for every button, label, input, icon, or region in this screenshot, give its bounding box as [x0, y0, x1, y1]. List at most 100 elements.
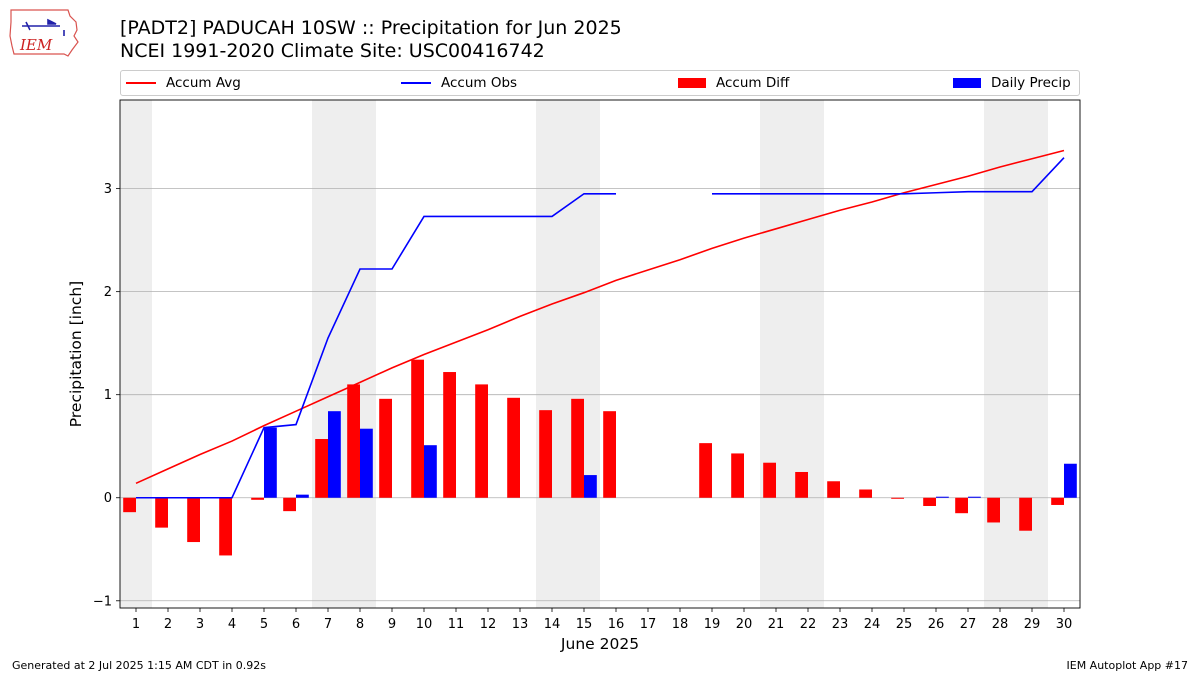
- legend-item-accum-avg: Accum Avg: [126, 74, 241, 92]
- y-tick-label: −1: [93, 594, 112, 609]
- x-tick-label: 19: [704, 617, 721, 632]
- accum-diff-bar: [827, 481, 840, 498]
- x-tick-label: 9: [388, 617, 396, 632]
- x-tick-label: 22: [800, 617, 817, 632]
- x-tick-label: 14: [544, 617, 561, 632]
- legend-swatch-daily-precip: [953, 78, 981, 88]
- x-tick-label: 5: [260, 617, 268, 632]
- x-tick-label: 29: [1024, 617, 1041, 632]
- y-tick-label: 0: [104, 491, 112, 506]
- accum-diff-bar: [1019, 497, 1032, 531]
- accum-diff-bar: [219, 497, 232, 556]
- accum-diff-bar: [507, 397, 520, 498]
- accum-diff-bar: [731, 453, 744, 498]
- legend-swatch-accum-avg: [126, 82, 156, 84]
- x-tick-label: 16: [608, 617, 625, 632]
- x-tick-label: 7: [324, 617, 332, 632]
- legend-swatch-accum-diff: [678, 78, 706, 88]
- accum-diff-bar: [955, 497, 968, 514]
- autoplot-app-label: IEM Autoplot App #17: [1066, 659, 1189, 672]
- accum-diff-bar: [155, 497, 168, 528]
- daily-precip-bar: [328, 411, 341, 498]
- x-tick-label: 21: [768, 617, 785, 632]
- weekend-band: [344, 100, 376, 608]
- x-tick-label: 15: [576, 617, 593, 632]
- x-tick-label: 13: [512, 617, 529, 632]
- daily-precip-bar: [264, 427, 277, 498]
- accum-diff-bar: [251, 497, 264, 500]
- legend-label-accum-avg: Accum Avg: [166, 75, 241, 91]
- x-tick-label: 27: [960, 617, 977, 632]
- weather-vane-icon: [22, 18, 65, 36]
- daily-precip-bar: [1064, 463, 1077, 498]
- accum-diff-bar: [347, 384, 360, 498]
- weekend-band: [312, 100, 344, 608]
- accum-diff-bar: [1051, 497, 1064, 505]
- accum-diff-bar: [987, 497, 1000, 523]
- generated-timestamp: Generated at 2 Jul 2025 1:15 AM CDT in 0…: [12, 659, 266, 672]
- x-tick-label: 28: [992, 617, 1009, 632]
- x-tick-label: 1: [132, 617, 140, 632]
- plot-frame: [119, 99, 1081, 609]
- legend-item-accum-obs: Accum Obs: [401, 74, 517, 92]
- x-tick-label: 26: [928, 617, 945, 632]
- x-tick-label: 24: [864, 617, 881, 632]
- daily-precip-bar: [584, 475, 597, 498]
- accum-diff-bar: [283, 497, 296, 512]
- accum-diff-bar: [411, 359, 424, 498]
- weekend-band: [1016, 100, 1048, 608]
- x-tick-label: 6: [292, 617, 300, 632]
- weekend-band: [792, 100, 824, 608]
- chart-legend: Accum Avg Accum Obs Accum Diff Daily Pre…: [120, 70, 1080, 96]
- x-tick-label: 30: [1056, 617, 1073, 632]
- x-tick-label: 11: [448, 617, 465, 632]
- x-tick-label: 4: [228, 617, 236, 632]
- weekend-band: [984, 100, 1016, 608]
- daily-precip-bar: [424, 445, 437, 498]
- accum-diff-bar: [123, 497, 136, 513]
- chart-title: [PADT2] PADUCAH 10SW :: Precipitation fo…: [120, 17, 622, 39]
- x-tick-label: 12: [480, 617, 497, 632]
- x-tick-label: 20: [736, 617, 753, 632]
- accum-diff-bar: [603, 411, 616, 498]
- legend-label-daily-precip: Daily Precip: [991, 75, 1071, 91]
- accum-diff-bar: [379, 398, 392, 498]
- accum-diff-bar: [859, 489, 872, 498]
- x-tick-label: 17: [640, 617, 657, 632]
- accum-diff-bar: [891, 497, 904, 499]
- accum-diff-bar: [571, 398, 584, 498]
- x-tick-label: 8: [356, 617, 364, 632]
- y-tick-label: 2: [104, 285, 112, 300]
- iem-logo: IEM: [9, 9, 79, 57]
- accum-diff-bar: [187, 497, 200, 543]
- logo-text: IEM: [19, 36, 53, 54]
- x-axis-label: June 2025: [560, 635, 639, 653]
- weekend-band: [536, 100, 568, 608]
- daily-precip-bar: [936, 496, 949, 498]
- chart-subtitle: NCEI 1991-2020 Climate Site: USC00416742: [120, 40, 545, 62]
- weekend-band: [120, 100, 152, 608]
- legend-label-accum-obs: Accum Obs: [441, 75, 518, 91]
- x-tick-label: 10: [416, 617, 433, 632]
- x-tick-label: 23: [832, 617, 849, 632]
- accum-diff-bar: [699, 443, 712, 498]
- x-tick-label: 2: [164, 617, 172, 632]
- accum-diff-bar: [763, 462, 776, 498]
- weekend-band: [760, 100, 792, 608]
- iowa-state-outline-icon: [9, 9, 79, 57]
- y-tick-label: 1: [104, 388, 112, 403]
- daily-precip-bar: [296, 494, 309, 498]
- x-tick-label: 18: [672, 617, 689, 632]
- legend-swatch-accum-obs: [401, 82, 431, 84]
- accum-obs-line: [136, 157, 1065, 499]
- accum-diff-bar: [539, 410, 552, 498]
- x-tick-label: 25: [896, 617, 913, 632]
- y-tick-label: 3: [104, 182, 112, 197]
- daily-precip-bar: [968, 496, 981, 498]
- weekend-band: [568, 100, 600, 608]
- legend-label-accum-diff: Accum Diff: [716, 75, 790, 91]
- accum-diff-bar: [475, 384, 488, 498]
- x-tick-label: 3: [196, 617, 204, 632]
- y-axis-label: Precipitation [inch]: [67, 281, 85, 427]
